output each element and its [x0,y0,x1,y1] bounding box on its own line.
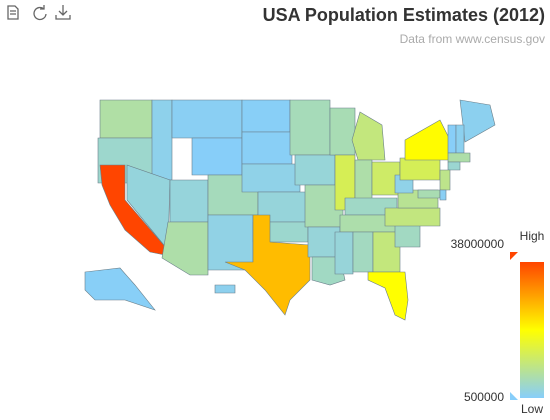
state[interactable] [294,154,336,186]
state[interactable] [329,107,356,156]
data-view-icon[interactable] [7,5,19,20]
state[interactable] [399,157,441,181]
visual-map-handle-high[interactable] [510,252,518,260]
state[interactable] [241,99,291,133]
state[interactable] [455,124,465,154]
state[interactable] [439,189,447,201]
state[interactable] [439,169,451,191]
state[interactable] [241,131,293,165]
state[interactable] [354,159,373,201]
state[interactable] [84,267,156,311]
save-icon[interactable] [55,5,71,20]
state[interactable] [224,214,311,316]
visual-map-handle-low[interactable] [510,392,518,400]
state[interactable] [169,179,209,223]
state[interactable] [191,137,243,176]
toolbox[interactable] [7,5,71,21]
state[interactable] [214,284,236,294]
state[interactable] [241,163,301,193]
state[interactable] [367,271,409,321]
state[interactable] [459,99,496,143]
state[interactable] [334,231,354,275]
visual-map-max: 38000000 [451,237,505,251]
state[interactable] [351,111,386,161]
state[interactable] [404,119,451,161]
state[interactable] [394,224,421,248]
state[interactable] [151,99,173,181]
state[interactable] [289,99,331,156]
restore-icon[interactable] [33,5,47,21]
visual-map-bar[interactable] [520,262,544,398]
state[interactable] [161,221,209,276]
state[interactable] [99,99,153,139]
visual-map-min: 500000 [464,390,504,404]
state[interactable] [352,231,374,273]
state[interactable] [99,164,169,256]
state[interactable] [447,124,457,154]
title: USA Population Estimates (2012) [263,5,545,25]
state[interactable] [447,161,461,171]
state[interactable] [417,189,441,199]
states [84,99,496,321]
subtitle: Data from www.census.gov [400,32,545,46]
state[interactable] [171,99,243,139]
visual-map-high: High [520,229,545,243]
state[interactable] [384,207,441,227]
state[interactable] [447,152,471,163]
visual-map-low: Low [521,402,543,416]
